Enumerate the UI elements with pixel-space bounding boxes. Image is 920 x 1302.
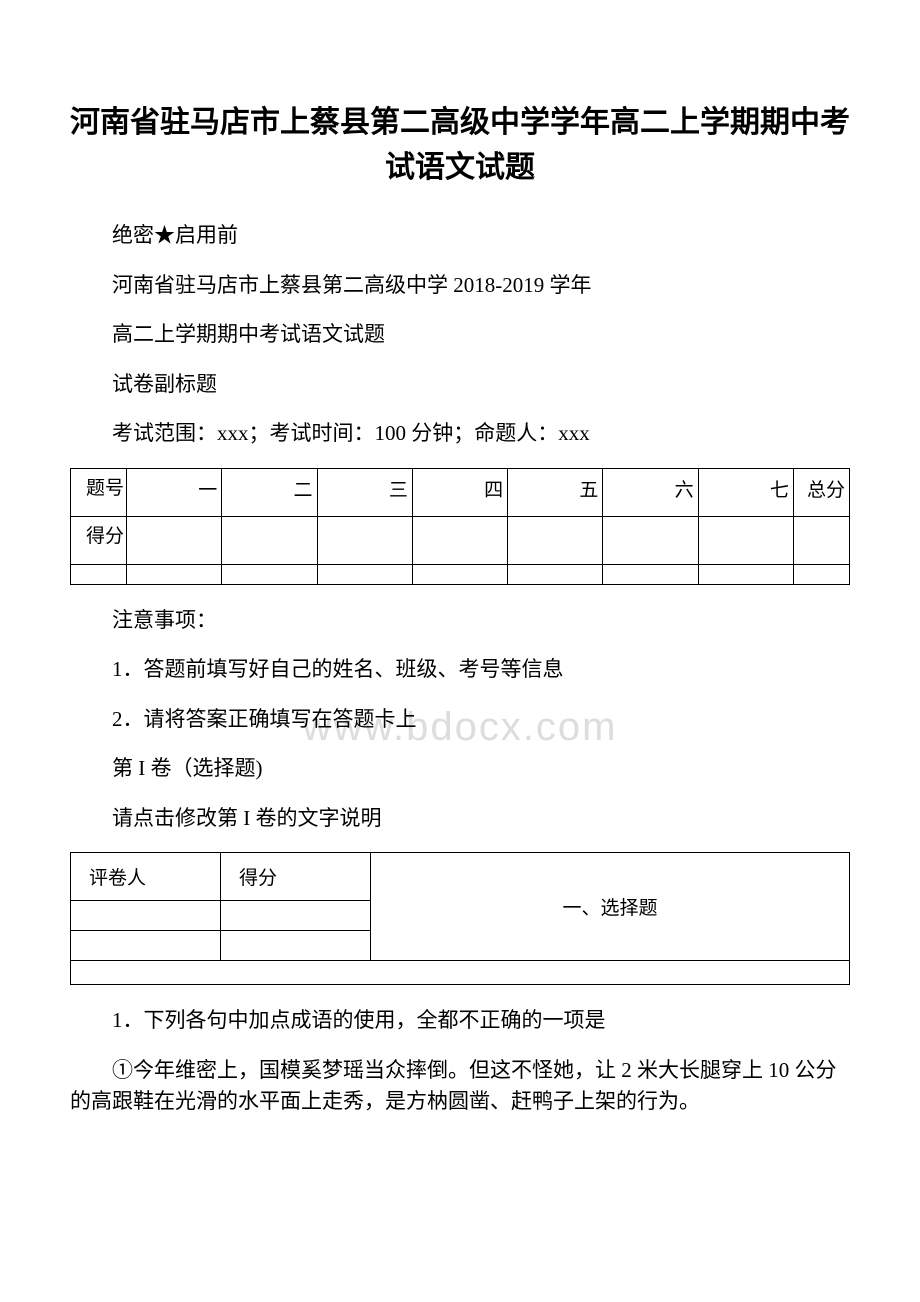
score-table: 题号 一 二 三 四 五 六 七 总分 得分 xyxy=(70,468,850,585)
notice-item: 2．请将答案正确填写在答题卡上 xyxy=(70,704,850,736)
col-header: 一 xyxy=(127,468,222,516)
col-header: 七 xyxy=(698,468,793,516)
exam-name: 高二上学期期中考试语文试题 xyxy=(70,319,850,351)
subtitle: 试卷副标题 xyxy=(70,369,850,401)
empty-cell xyxy=(317,564,412,584)
empty-cell xyxy=(221,931,371,961)
score-cell xyxy=(317,516,412,564)
document-title: 河南省驻马店市上蔡县第二高级中学学年高二上学期期中考试语文试题 xyxy=(70,100,850,190)
section-header-table: 评卷人 得分 一、选择题 xyxy=(70,852,850,985)
empty-cell xyxy=(222,564,317,584)
empty-cell xyxy=(127,564,222,584)
notice-heading: 注意事项： xyxy=(70,605,850,637)
empty-cell xyxy=(508,564,603,584)
confidential-label: 绝密★启用前 xyxy=(70,220,850,252)
empty-cell xyxy=(71,901,221,931)
table-row: 得分 xyxy=(71,516,850,564)
question-item: ①今年维密上，国模奚梦瑶当众摔倒。但这不怪她，让 2 米大长腿穿上 10 公分的… xyxy=(70,1055,850,1118)
empty-cell xyxy=(603,564,698,584)
col-header: 二 xyxy=(222,468,317,516)
empty-cell xyxy=(698,564,793,584)
table-row: 题号 一 二 三 四 五 六 七 总分 xyxy=(71,468,850,516)
empty-cell xyxy=(412,564,507,584)
empty-cell xyxy=(71,564,127,584)
score-cell xyxy=(222,516,317,564)
table-row xyxy=(71,564,850,584)
score-label: 得分 xyxy=(221,853,371,901)
empty-cell xyxy=(793,564,849,584)
notice-item: 1．答题前填写好自己的姓名、班级、考号等信息 xyxy=(70,654,850,686)
empty-cell xyxy=(221,901,371,931)
table-row: 评卷人 得分 一、选择题 xyxy=(71,853,850,901)
col-header: 六 xyxy=(603,468,698,516)
question-stem: 1．下列各句中加点成语的使用，全都不正确的一项是 xyxy=(70,1005,850,1037)
score-cell xyxy=(412,516,507,564)
score-cell xyxy=(793,516,849,564)
section-name: 一、选择题 xyxy=(371,853,850,961)
exam-info: 考试范围：xxx；考试时间：100 分钟；命题人：xxx xyxy=(70,418,850,450)
score-cell xyxy=(698,516,793,564)
col-header: 四 xyxy=(412,468,507,516)
col-header: 五 xyxy=(508,468,603,516)
col-header: 三 xyxy=(317,468,412,516)
empty-cell xyxy=(71,931,221,961)
row-label: 得分 xyxy=(71,516,127,564)
section-instruction: 请点击修改第 I 卷的文字说明 xyxy=(70,803,850,835)
total-label: 总分 xyxy=(793,468,849,516)
table-row xyxy=(71,961,850,985)
section-label: 第 I 卷（选择题) xyxy=(70,753,850,785)
row-label: 题号 xyxy=(71,468,127,516)
empty-cell xyxy=(71,961,850,985)
school-year: 河南省驻马店市上蔡县第二高级中学 2018-2019 学年 xyxy=(70,270,850,302)
grader-label: 评卷人 xyxy=(71,853,221,901)
score-cell xyxy=(127,516,222,564)
score-cell xyxy=(508,516,603,564)
score-cell xyxy=(603,516,698,564)
